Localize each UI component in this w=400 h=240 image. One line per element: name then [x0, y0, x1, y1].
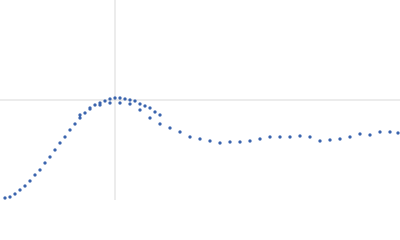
data-point [58, 141, 62, 145]
data-point [138, 108, 142, 112]
data-point [288, 135, 292, 139]
data-point [158, 122, 162, 126]
data-point [248, 139, 252, 143]
data-point [128, 102, 132, 106]
data-point [268, 135, 272, 139]
data-point [143, 104, 147, 108]
data-point [48, 155, 52, 159]
data-point [53, 148, 57, 152]
data-point [158, 113, 162, 117]
data-point [118, 96, 122, 100]
data-point [378, 130, 382, 134]
data-point [318, 139, 322, 143]
data-point [18, 188, 22, 192]
data-point [218, 141, 222, 145]
data-point [128, 98, 132, 102]
data-point [208, 139, 212, 143]
data-point [308, 135, 312, 139]
data-point [358, 132, 362, 136]
data-point [133, 99, 137, 103]
data-point [168, 126, 172, 130]
data-point [348, 135, 352, 139]
data-point [118, 101, 122, 105]
data-point [63, 135, 67, 139]
data-point [68, 128, 72, 132]
data-point [138, 102, 142, 106]
data-point [338, 137, 342, 141]
data-point [113, 96, 117, 100]
data-point [238, 140, 242, 144]
data-point [396, 131, 400, 135]
data-point [368, 133, 372, 137]
data-point [388, 130, 392, 134]
data-point [148, 116, 152, 120]
data-point [328, 138, 332, 142]
data-point [78, 113, 82, 117]
data-point [178, 130, 182, 134]
data-point [148, 106, 152, 110]
data-point [33, 173, 37, 177]
data-point [108, 101, 112, 105]
data-point [88, 106, 92, 110]
data-point [298, 134, 302, 138]
data-point [188, 135, 192, 139]
data-point [123, 97, 127, 101]
data-point [43, 161, 47, 165]
data-point [3, 196, 7, 200]
data-point [93, 103, 97, 107]
data-point [78, 116, 82, 120]
data-point [28, 179, 32, 183]
chart [0, 0, 400, 200]
data-point [153, 110, 157, 114]
data-point [278, 135, 282, 139]
data-point [108, 97, 112, 101]
data-point [198, 137, 202, 141]
data-point [73, 122, 77, 126]
data-point [258, 137, 262, 141]
data-point [228, 140, 232, 144]
data-point [8, 195, 12, 199]
data-point [98, 103, 102, 107]
data-point [83, 111, 87, 115]
data-point [38, 168, 42, 172]
data-point [13, 192, 17, 196]
data-point [103, 99, 107, 103]
data-point [23, 184, 27, 188]
